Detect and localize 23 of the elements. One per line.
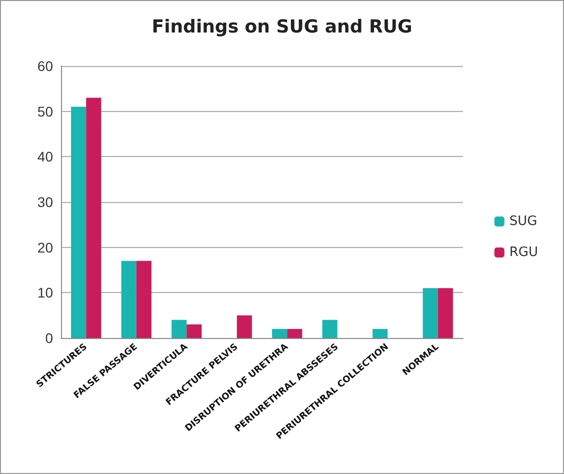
bar	[121, 260, 136, 338]
bar	[136, 260, 152, 338]
bar	[272, 328, 288, 338]
y-tick-label: 50	[37, 103, 54, 120]
bar	[287, 328, 302, 338]
bar	[172, 320, 187, 338]
bar	[322, 320, 338, 338]
bar	[236, 315, 252, 338]
bar	[438, 288, 453, 338]
y-tick-label: 10	[37, 284, 54, 301]
y-tick-label: 30	[37, 194, 54, 210]
y-tick-label: 20	[37, 239, 54, 256]
legend-label: SUG	[509, 214, 538, 229]
bar	[86, 98, 102, 338]
y-tick-label: 40	[37, 148, 54, 165]
chart-title: Findings on SUG and RUG	[152, 16, 412, 38]
legend-label: RGU	[509, 245, 538, 260]
bar	[372, 328, 388, 338]
y-tick-label: 60	[37, 58, 54, 74]
bar	[186, 324, 202, 338]
y-tick-label: 0	[45, 330, 54, 346]
bar	[422, 288, 438, 338]
bar	[71, 106, 86, 338]
